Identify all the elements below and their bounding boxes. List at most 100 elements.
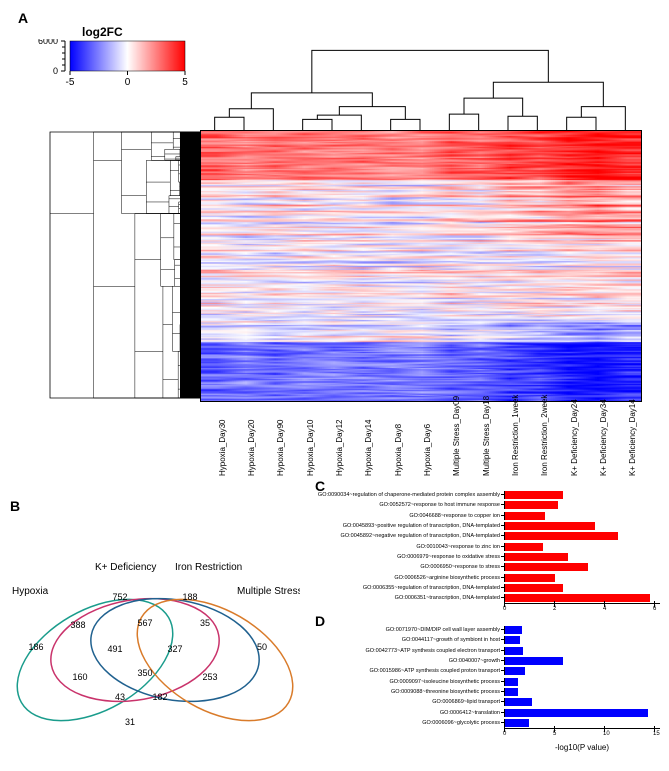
bar <box>505 594 650 602</box>
bar-ylabel: GO:0006351~transcription, DNA-templated <box>300 595 504 601</box>
bar-row: GO:0006950~response to stress <box>300 562 660 572</box>
legend-svg: 0 6000 -5 0 5 <box>30 39 190 104</box>
heatmap <box>200 130 642 402</box>
bar <box>505 647 523 655</box>
venn-count: 567 <box>137 618 152 628</box>
bar-ylabel: GO:0045892~negative regulation of transc… <box>300 533 504 539</box>
bar <box>505 698 532 706</box>
column-label: Hypoxia_Day8 <box>394 424 403 476</box>
bar <box>505 584 563 592</box>
column-label: Multiple Stress_Day09 <box>452 396 461 476</box>
bar <box>505 667 525 675</box>
bar <box>505 678 518 686</box>
column-dendrogram <box>200 45 640 130</box>
bar-row: GO:0006526~arginine biosynthetic process <box>300 572 660 582</box>
bar-row: GO:0015986~ATP synthesis coupled proton … <box>300 666 660 676</box>
venn-count: 388 <box>70 620 85 630</box>
bar-row: GO:0052572~response to host immune respo… <box>300 500 660 510</box>
panel-d-barchart: GO:0071970~DIM/DIP cell wall layer assem… <box>300 617 660 762</box>
venn-count: 350 <box>137 668 152 678</box>
bar-row: GO:0009088~threonine biosynthetic proces… <box>300 687 660 697</box>
bar-row: GO:0006412~translation <box>300 707 660 717</box>
bar-ylabel: GO:0006412~translation <box>300 710 504 716</box>
bar <box>505 501 558 509</box>
bar <box>505 719 529 727</box>
venn-set-label: Hypoxia <box>12 586 49 597</box>
venn-count: 35 <box>200 618 210 628</box>
venn-set-label: K+ Deficiency <box>95 562 156 573</box>
bar-row: GO:0040007~growth <box>300 656 660 666</box>
bar <box>505 688 518 696</box>
venn-count: 160 <box>72 672 87 682</box>
bar-ylabel: GO:0040007~growth <box>300 658 504 664</box>
svg-text:0: 0 <box>53 66 58 76</box>
bar <box>505 626 522 634</box>
bar <box>505 512 545 520</box>
legend-title: log2FC <box>30 25 190 39</box>
venn-count: 43 <box>115 692 125 702</box>
bar <box>505 532 618 540</box>
bar-row: GO:0006869~lipid transport <box>300 697 660 707</box>
svg-text:6000: 6000 <box>38 39 58 46</box>
venn-count: 327 <box>167 644 182 654</box>
heatmap-canvas <box>201 131 641 401</box>
svg-text:0: 0 <box>125 77 131 88</box>
bar-ylabel: GO:0009097~isoleucine biosynthetic proce… <box>300 679 504 685</box>
column-label: Hypoxia_Day14 <box>364 420 373 476</box>
column-label: Hypoxia_Day12 <box>335 420 344 476</box>
bar-ylabel: GO:0015986~ATP synthesis coupled proton … <box>300 668 504 674</box>
venn-count: 253 <box>202 672 217 682</box>
venn-count: 31 <box>125 717 135 727</box>
bar <box>505 522 595 530</box>
heatmap-legend: log2FC 0 6000 -5 0 5 <box>30 25 190 105</box>
bar-ylabel: GO:0010043~response to zinc ion <box>300 544 504 550</box>
bar-row: GO:0009097~isoleucine biosynthetic proce… <box>300 676 660 686</box>
venn-count: 182 <box>152 692 167 702</box>
row-dendrogram <box>30 130 200 400</box>
column-label: Hypoxia_Day6 <box>423 424 432 476</box>
column-label: Hypoxia_Day90 <box>276 420 285 476</box>
bar-ylabel: GO:0006526~arginine biosynthetic process <box>300 575 504 581</box>
bar-ylabel: GO:0006096~glycolytic process <box>300 720 504 726</box>
venn-diagram: Hypoxia K+ Deficiency Iron Restriction Mult… <box>0 500 300 760</box>
bar-ylabel: GO:0071970~DIM/DIP cell wall layer assem… <box>300 627 504 633</box>
venn-count: 188 <box>182 592 197 602</box>
column-label: K+ Deficiency_Day34 <box>599 399 608 476</box>
column-label: K+ Deficiency_Day24 <box>570 399 579 476</box>
column-label: Hypoxia_Day20 <box>247 420 256 476</box>
bar <box>505 553 568 561</box>
column-label: Iron Restriction_1week <box>511 395 520 476</box>
bar-row: GO:0006355~regulation of transcription, … <box>300 583 660 593</box>
bar-ylabel: GO:0090034~regulation of chaperone-media… <box>300 492 504 498</box>
bar-row: GO:0046688~response to copper ion <box>300 511 660 521</box>
panel-a-label: A <box>18 10 28 26</box>
bar-row: GO:0045893~positive regulation of transc… <box>300 521 660 531</box>
bar <box>505 543 543 551</box>
bar-ylabel: GO:0006979~response to oxidative stress <box>300 554 504 560</box>
column-label: Iron Restriction_2week <box>540 395 549 476</box>
bar-ylabel: GO:0006869~lipid transport <box>300 699 504 705</box>
column-labels: Hypoxia_Day30 Hypoxia_Day20 Hypoxia_Day90 H… <box>200 404 640 484</box>
bar <box>505 709 648 717</box>
bar-ylabel: GO:0006355~regulation of transcription, … <box>300 585 504 591</box>
column-label: Multiple Stress_Day18 <box>482 396 491 476</box>
bar-ylabel: GO:0046688~response to copper ion <box>300 513 504 519</box>
svg-text:5: 5 <box>182 77 188 88</box>
venn-set-label: Iron Restriction <box>175 562 242 573</box>
column-label: K+ Deficiency_Day14 <box>628 399 637 476</box>
column-label: Hypoxia_Day10 <box>306 420 315 476</box>
bar <box>505 563 588 571</box>
column-label: Hypoxia_Day30 <box>218 420 227 476</box>
bar-ylabel: GO:0042773~ATP synthesis coupled electro… <box>300 648 504 654</box>
bar-row: GO:0045892~negative regulation of transc… <box>300 531 660 541</box>
venn-set-label: Multiple Stress <box>237 586 300 597</box>
bar-ylabel: GO:0045893~positive regulation of transc… <box>300 523 504 529</box>
bar-row: GO:0090034~regulation of chaperone-media… <box>300 490 660 500</box>
bar-ylabel: GO:0006950~response to stress <box>300 564 504 570</box>
bar-ylabel: GO:0052572~response to host immune respo… <box>300 502 504 508</box>
svg-text:-5: -5 <box>66 77 75 88</box>
bar <box>505 636 520 644</box>
venn-count: 752 <box>112 592 127 602</box>
bar <box>505 491 563 499</box>
bar-row: GO:0071970~DIM/DIP cell wall layer assem… <box>300 625 660 635</box>
